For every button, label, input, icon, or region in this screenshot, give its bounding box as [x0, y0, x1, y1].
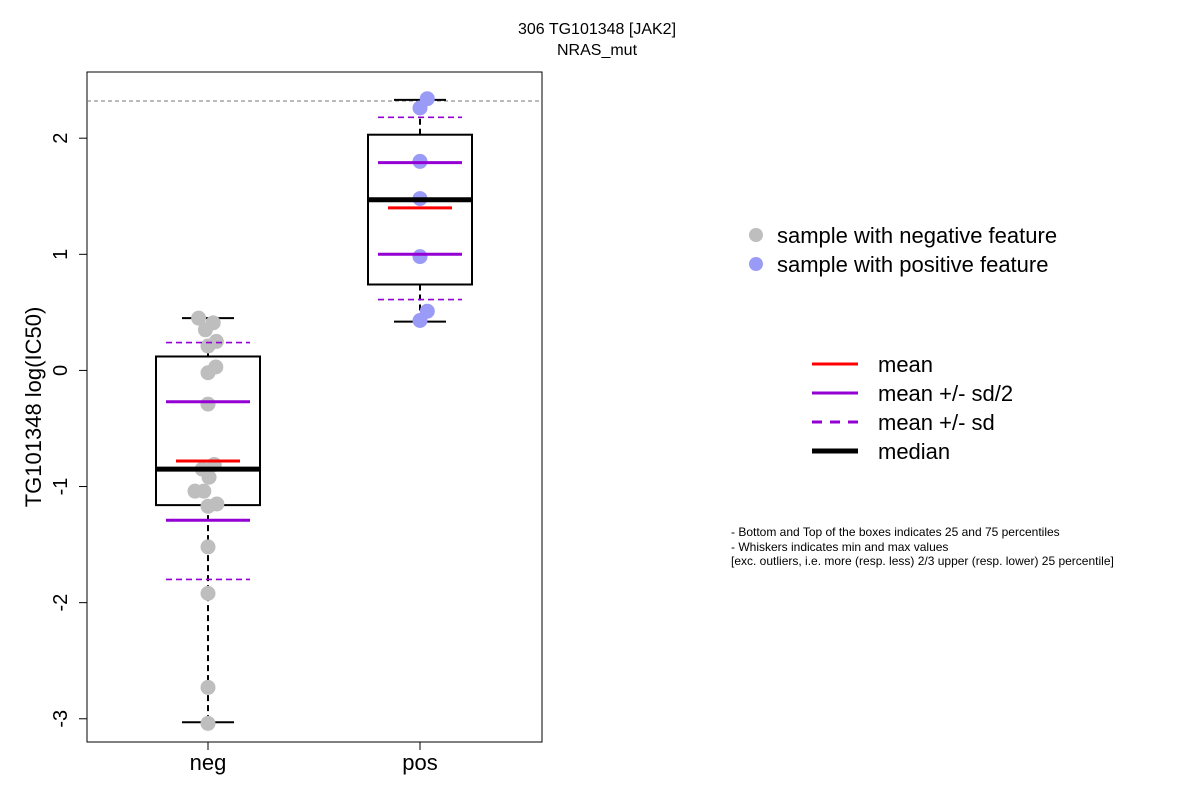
data-point-pos [412, 100, 428, 116]
data-point-neg [200, 539, 216, 555]
y-axis-label: TG101348 log(IC50) [21, 307, 46, 508]
data-point-neg [209, 496, 225, 512]
chart-title-line2: NRAS_mut [557, 42, 638, 59]
legend-sd-label: mean +/- sd [878, 410, 995, 435]
legend-positive-label: sample with positive feature [777, 252, 1048, 277]
data-point-pos [412, 249, 428, 265]
data-point-neg [196, 483, 212, 499]
y-tick-label: -2 [50, 594, 72, 612]
y-tick-label: -1 [50, 478, 72, 496]
plot-frame [86, 71, 543, 743]
data-point-neg [200, 585, 216, 601]
legend-positive-marker [749, 257, 763, 271]
note-line-1: - Bottom and Top of the boxes indicates … [731, 525, 1060, 539]
y-tick-label: 0 [50, 365, 72, 376]
legend-lines: mean mean +/- sd/2 mean +/- sd median [812, 352, 1013, 464]
legend-median-label: median [878, 439, 950, 464]
data-point-neg [191, 310, 207, 326]
data-point-neg [200, 396, 216, 412]
points-layer [187, 91, 435, 731]
data-point-neg [200, 365, 216, 381]
legend-negative-label: sample with negative feature [777, 223, 1057, 248]
data-point-pos [412, 312, 428, 328]
legend-half-sd-label: mean +/- sd/2 [878, 381, 1013, 406]
data-point-neg [200, 338, 216, 354]
legend-points: sample with negative feature sample with… [749, 223, 1057, 277]
data-point-neg [200, 715, 216, 731]
y-tick-label: 2 [50, 133, 72, 144]
y-tick-label: -3 [50, 710, 72, 728]
box-pos [367, 133, 473, 286]
x-tick-label: pos [402, 750, 437, 775]
data-point-neg [205, 315, 221, 331]
data-point-neg [201, 469, 217, 485]
notes: - Bottom and Top of the boxes indicates … [731, 525, 1114, 568]
data-point-neg [200, 679, 216, 695]
note-line-2: - Whiskers indicates min and max values [731, 540, 948, 554]
legend-negative-marker [749, 228, 763, 242]
axis-layer: -3 -2 -1 0 1 2 neg pos [50, 133, 438, 775]
chart-title-line1: 306 TG101348 [JAK2] [518, 21, 676, 38]
legend-mean-label: mean [878, 352, 933, 377]
note-line-3: [exc. outliers, i.e. more (resp. less) 2… [731, 554, 1114, 568]
stat-lines-layer [156, 116, 472, 581]
x-tick-label: neg [190, 750, 227, 775]
y-tick-label: 1 [50, 249, 72, 260]
